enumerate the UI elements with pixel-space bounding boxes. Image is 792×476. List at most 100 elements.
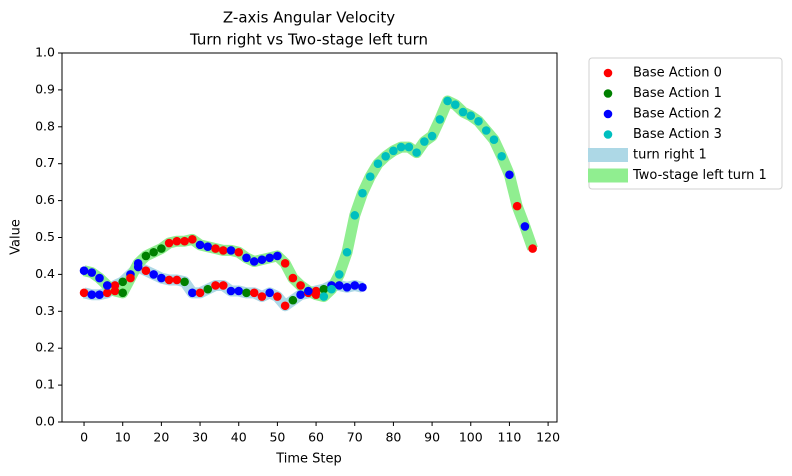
action-point xyxy=(396,142,406,152)
chart-subtitle: Turn right vs Two-stage left turn xyxy=(189,31,428,49)
action-point xyxy=(280,301,290,311)
action-point xyxy=(458,107,468,117)
x-tick-label: 80 xyxy=(385,430,401,445)
legend-marker xyxy=(603,109,613,119)
action-point xyxy=(296,290,305,299)
y-tick-label: 0.4 xyxy=(35,266,55,281)
action-point xyxy=(87,268,97,277)
action-point xyxy=(102,281,112,290)
action-point xyxy=(149,247,158,257)
action-point xyxy=(164,275,174,285)
action-point xyxy=(257,255,267,264)
x-tick-label: 0 xyxy=(80,430,88,445)
action-point xyxy=(102,288,112,298)
legend-patch xyxy=(588,148,628,162)
action-point xyxy=(474,116,483,126)
x-tick-label: 100 xyxy=(459,430,483,445)
action-point xyxy=(188,235,197,244)
legend-marker xyxy=(603,89,613,98)
legend-label: Base Action 2 xyxy=(633,107,722,122)
legend-label: turn right 1 xyxy=(633,148,707,163)
action-point xyxy=(420,137,429,146)
action-point xyxy=(389,146,398,156)
action-point xyxy=(327,284,336,294)
action-point xyxy=(95,273,104,283)
action-point xyxy=(481,126,491,135)
action-point xyxy=(365,172,375,181)
action-point xyxy=(79,288,89,298)
y-tick-label: 0.9 xyxy=(35,81,55,96)
action-point xyxy=(280,259,290,268)
x-axis-label: Time Step xyxy=(275,452,342,467)
action-point xyxy=(234,286,244,296)
x-tick-label: 60 xyxy=(308,430,324,445)
y-tick-label: 0.2 xyxy=(35,340,55,355)
legend-label: Two-stage left turn 1 xyxy=(632,168,767,183)
action-point xyxy=(226,286,236,296)
action-point xyxy=(203,242,213,252)
action-point xyxy=(319,284,329,294)
chart-title: Z-axis Angular Velocity xyxy=(223,9,395,27)
action-point xyxy=(528,244,537,253)
action-point xyxy=(149,270,158,279)
action-point xyxy=(164,238,174,248)
action-point xyxy=(79,266,89,276)
action-point xyxy=(141,251,151,261)
action-point xyxy=(133,259,143,268)
action-point xyxy=(110,286,120,296)
action-point xyxy=(180,277,189,287)
legend-patch xyxy=(588,168,628,183)
action-point xyxy=(381,152,390,161)
action-point xyxy=(350,281,360,290)
action-point xyxy=(489,135,499,145)
action-point xyxy=(87,290,97,299)
x-tick-label: 120 xyxy=(536,430,560,445)
action-point xyxy=(141,266,151,276)
y-tick-label: 1.0 xyxy=(35,45,55,60)
action-point xyxy=(296,281,305,290)
action-point xyxy=(218,246,228,255)
action-point xyxy=(427,131,437,141)
action-point xyxy=(195,288,205,298)
legend-marker xyxy=(603,68,613,78)
action-point xyxy=(249,257,259,266)
action-point xyxy=(466,111,476,121)
action-point xyxy=(288,295,298,305)
action-point xyxy=(512,201,522,211)
legend-box xyxy=(588,57,783,190)
action-point xyxy=(172,275,182,285)
y-tick-label: 0.5 xyxy=(35,229,55,244)
action-point xyxy=(273,292,282,301)
action-point xyxy=(520,222,530,231)
action-point xyxy=(273,251,282,261)
action-point xyxy=(203,284,213,294)
action-point xyxy=(435,115,445,124)
action-point xyxy=(257,292,267,301)
legend-label: Base Action 1 xyxy=(633,86,722,101)
action-point xyxy=(242,288,251,298)
action-point xyxy=(342,283,352,292)
action-point xyxy=(505,170,514,180)
y-tick-label: 0.1 xyxy=(35,377,55,392)
action-point xyxy=(288,273,298,283)
x-tick-label: 20 xyxy=(153,430,169,445)
x-tick-label: 40 xyxy=(231,430,247,445)
action-point xyxy=(265,288,274,298)
action-point xyxy=(218,281,228,290)
y-axis-label: Value xyxy=(9,219,24,255)
action-point xyxy=(157,244,166,253)
action-point xyxy=(249,288,259,298)
x-tick-label: 10 xyxy=(115,430,131,445)
action-point xyxy=(412,148,421,157)
action-point xyxy=(211,244,220,253)
plot-frame xyxy=(61,52,558,423)
x-tick-label: 30 xyxy=(192,430,208,445)
x-tick-label: 70 xyxy=(347,430,363,445)
action-point xyxy=(118,288,128,298)
legend-marker xyxy=(603,130,613,139)
y-tick-label: 0.7 xyxy=(35,155,55,170)
y-tick-label: 0.6 xyxy=(35,192,55,207)
action-point xyxy=(172,236,182,246)
action-point xyxy=(350,211,360,220)
